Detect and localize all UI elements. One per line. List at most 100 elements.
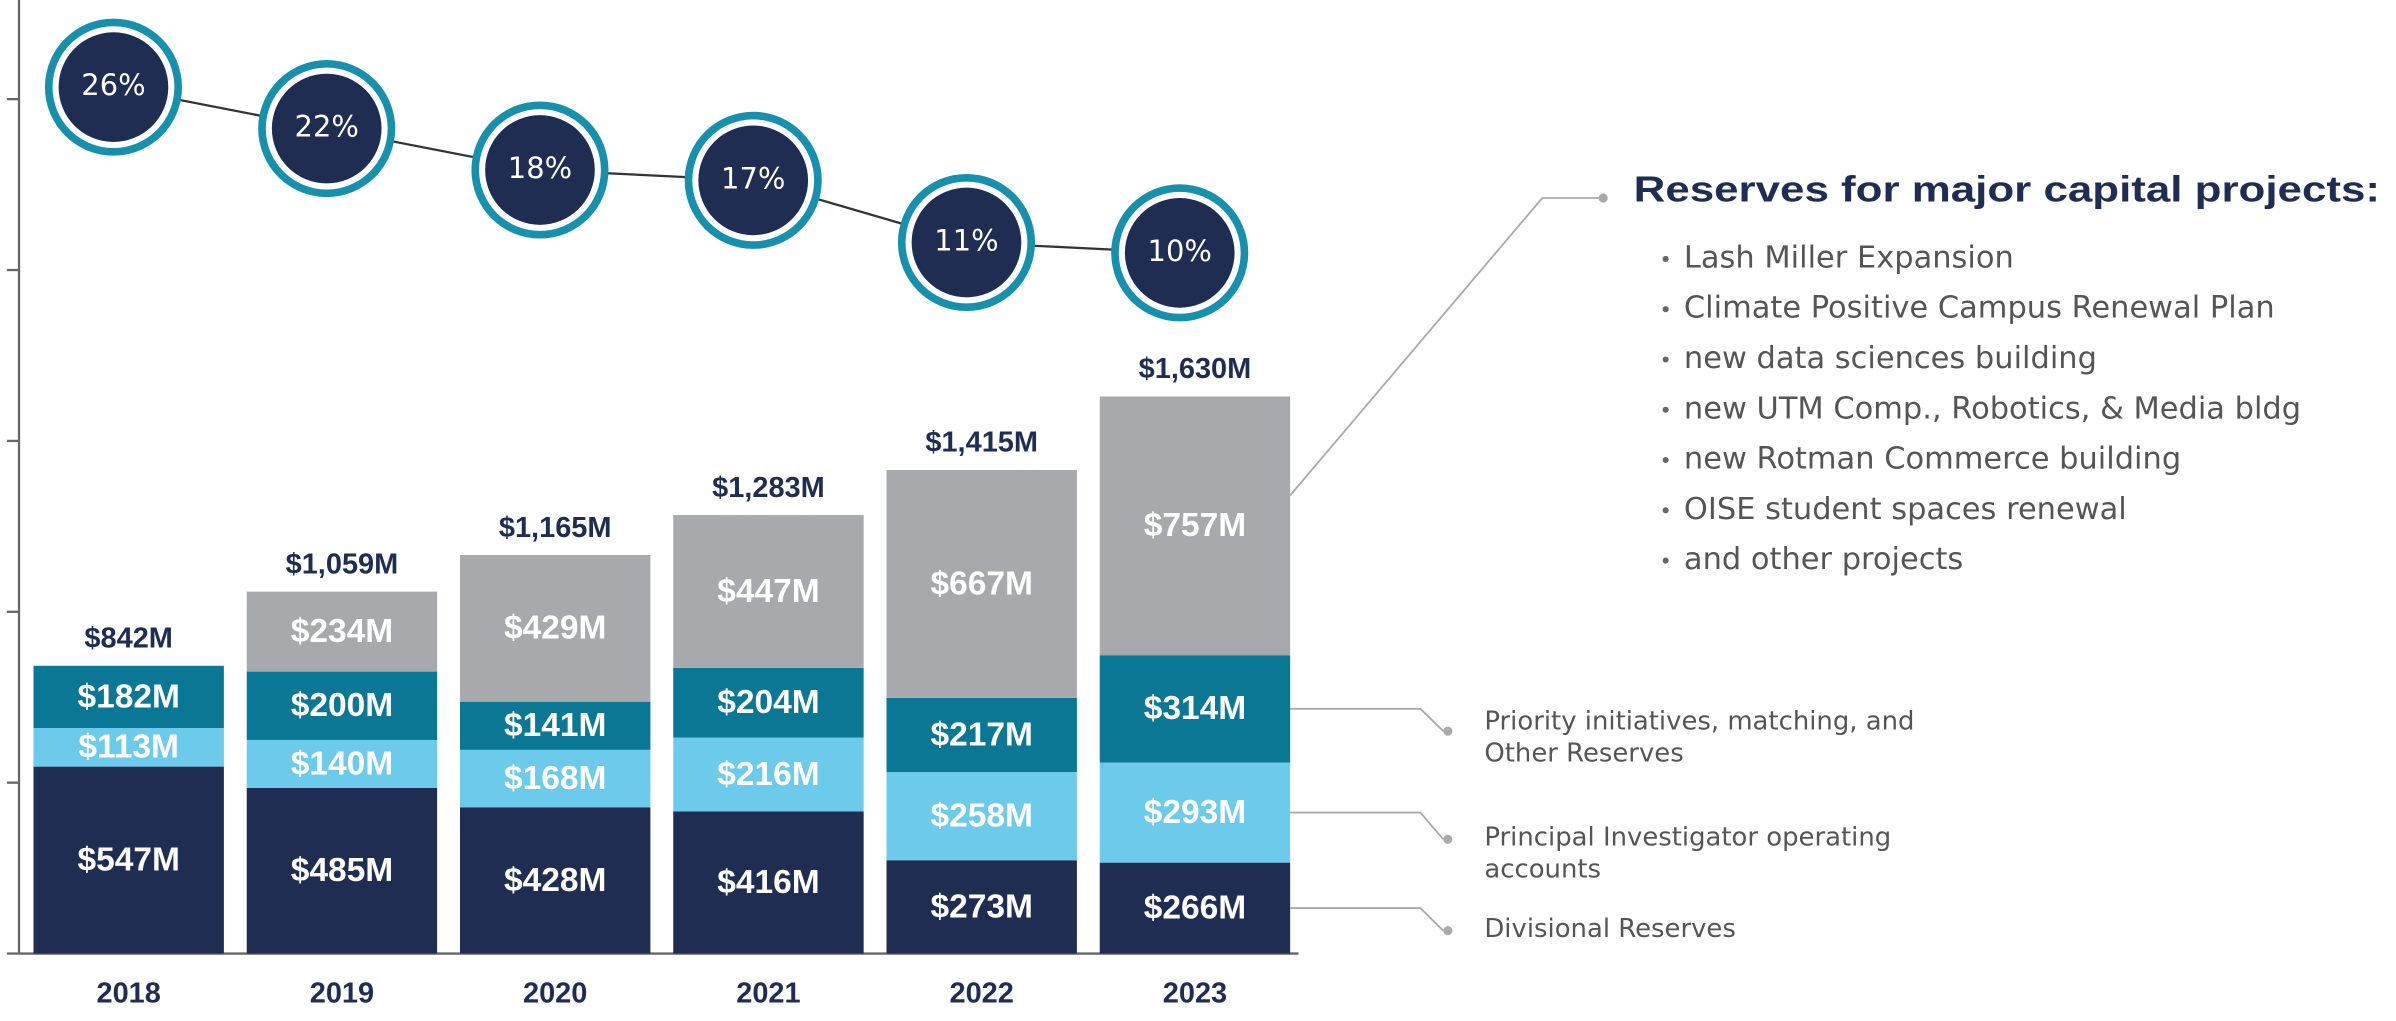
percent-label: 17% [721,161,785,195]
bullet [1662,356,1669,363]
bullet [1662,406,1669,413]
percent-marker [1124,198,1235,308]
bar-segment [459,701,651,750]
leader-line [1289,197,1601,496]
percent-label: 26% [81,68,145,102]
bullet [1662,255,1669,262]
percent-marker [58,32,169,142]
segment-label: $234M [291,613,393,650]
x-tick-label: 2023 [1163,977,1227,1009]
capital-project: new Rotman Commerce building [1684,442,2181,477]
bullet [1662,507,1669,514]
legend-label: Principal Investigator operating account… [1484,822,1892,886]
segment-label: $216M [717,756,819,793]
percent-marker [911,187,1022,298]
x-tick-label: 2018 [96,977,160,1009]
bar-segment [33,665,224,728]
bar-segment [1099,762,1291,863]
x-tick-label: 2020 [523,977,587,1009]
legend-label: Priority initiatives, matching, and Othe… [1484,706,1915,770]
legend-entry: Principal Investigator operating account… [1484,822,1892,886]
segment-label: $273M [930,888,1032,925]
capital-project: new data sciences building [1684,341,2097,376]
bar-segment [1099,396,1291,656]
segment-label: $547M [77,841,179,878]
leader-dot [1443,726,1453,736]
leader-line [1290,811,1444,840]
bar-segment [246,671,438,740]
percent-label: 11% [934,223,998,257]
capital-project: and other projects [1684,542,1963,577]
segment-label: $140M [291,745,393,782]
legend-label: Divisional Reserves [1484,913,1736,945]
bar-segment [1099,862,1291,954]
percent-label: 18% [508,151,572,185]
segment-label: $168M [504,760,606,797]
segment-label: $182M [77,678,179,715]
total-label: $1,415M [925,427,1038,459]
capital-project: Lash Miller Expansion [1684,240,2014,275]
bar-segment [33,766,224,954]
bar-segment [459,555,651,702]
capital-project: OISE student spaces renewal [1684,492,2127,527]
leader-dot [1598,193,1608,203]
x-tick-label: 2022 [950,977,1014,1009]
bar-segment [246,591,438,672]
segment-label: $757M [1144,507,1246,544]
percent-marker [698,125,809,236]
segment-label: $293M [1144,794,1246,831]
bar-segment [673,667,864,738]
bar-segment [886,469,1077,698]
bar-segment [886,697,1077,773]
leader-line [1290,907,1444,932]
bar-segment [673,811,864,954]
segment-label: $667M [930,565,1032,602]
segment-label: $428M [504,862,606,899]
bullet [1662,306,1669,313]
bullet [1662,557,1669,564]
bar-segment [246,787,438,954]
leader-dot [1443,834,1453,844]
bar-segment [673,515,864,668]
percent-marker [271,73,382,184]
percent-marker [485,115,595,225]
legend-entry: Priority initiatives, matching, and Othe… [1484,706,1915,770]
leader-dot [1443,926,1453,936]
leader-line [1290,707,1444,732]
bar-segment [886,860,1077,954]
segment-label: $314M [1144,690,1246,727]
bullet [1662,456,1669,464]
total-label: $1,165M [499,512,612,544]
bar-segment [246,739,438,788]
bar-segment [459,749,651,808]
x-tick-label: 2019 [310,977,374,1009]
legend-entry: Divisional Reserves [1484,913,1736,945]
segment-label: $266M [1144,889,1246,926]
segment-label: $113M [78,729,179,766]
bar-segment [673,737,864,812]
x-tick-label: 2021 [736,977,800,1009]
capital-heading: Reserves for major capital projects: [1634,169,2380,210]
bar-segment [886,772,1077,861]
total-label: $1,630M [1139,353,1252,385]
total-label: $1,283M [712,472,825,504]
bar-segment [1099,655,1291,763]
bar-segment [459,807,651,954]
segment-label: $217M [930,716,1032,753]
segment-label: $204M [717,684,819,721]
segment-label: $258M [930,798,1032,835]
total-label: $1,059M [286,548,399,580]
segment-label: $447M [717,573,819,610]
total-label: $842M [84,623,172,655]
segment-label: $485M [291,852,393,889]
segment-label: $141M [504,707,606,744]
bar-segment [33,727,224,767]
capital-project: new UTM Comp., Robotics, & Media bldg [1684,391,2301,426]
percent-label: 22% [295,110,359,144]
segment-label: $416M [717,864,819,901]
segment-label: $200M [291,687,393,724]
percent-label: 10% [1148,234,1212,268]
segment-label: $429M [504,610,606,647]
